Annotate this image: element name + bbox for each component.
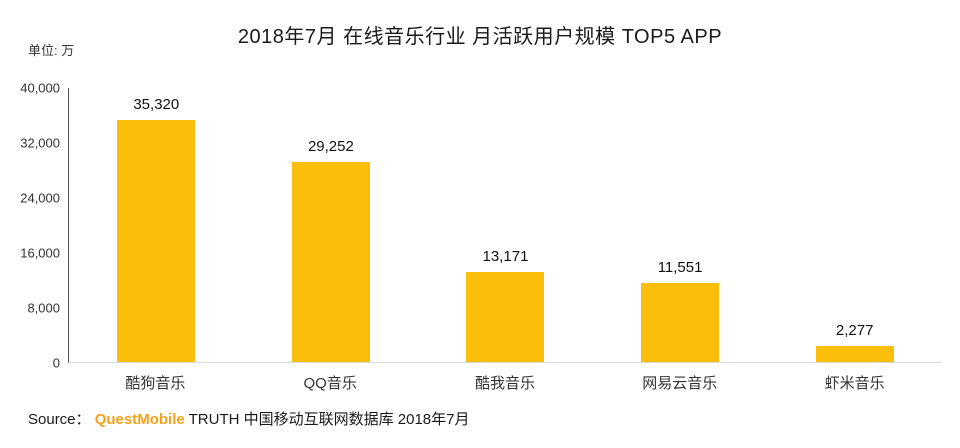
category-label: 虾米音乐 [824, 375, 885, 392]
bar-酷我音乐[interactable] [466, 271, 545, 362]
bars: 35,320 29,252 13,171 11,551 2,277 [69, 88, 942, 362]
y-tick-label: 16,000 [20, 245, 60, 261]
y-tick-label: 24,000 [20, 190, 60, 206]
bar-slot: 35,320 [69, 88, 244, 362]
bar-QQ音乐[interactable] [291, 161, 370, 362]
plot-area: 35,320 29,252 13,171 11,551 2,277 [68, 88, 942, 363]
chart-area: 0 8,000 16,000 24,000 32,000 40,000 35,320 29,… [20, 81, 942, 371]
unit-label: 单位: 万 [28, 43, 75, 58]
bar-value-label: 11,551 [657, 258, 703, 276]
bar-slot: 13,171 [418, 88, 593, 362]
bar-value-label: 35,320 [133, 96, 180, 114]
y-tick-label: 8,000 [27, 300, 60, 316]
bar-value-label: 13,171 [482, 247, 529, 265]
source-line: Source： QuestMobile TRUTH 中国移动互联网数据库 201… [28, 408, 470, 429]
source-prefix: Source： [28, 411, 91, 428]
category-label: 网易云音乐 [642, 375, 718, 392]
bar-虾米音乐[interactable] [815, 346, 894, 362]
y-tick-label: 40,000 [20, 80, 60, 96]
source-brand: QuestMobile [94, 411, 185, 428]
y-axis-ticks: 0 8,000 16,000 24,000 32,000 40,000 [20, 81, 68, 371]
x-axis: 酷狗音乐 QQ音乐 酷我音乐 网易云音乐 虾米音乐 [68, 372, 942, 393]
bar-value-label: 2,277 [835, 322, 874, 340]
bar-value-label: 29,252 [307, 137, 354, 155]
y-tick-label: 0 [52, 355, 60, 371]
category-label: QQ音乐 [303, 375, 357, 392]
chart-title: 2018年7月 在线音乐行业 月活跃用户规模 TOP5 APP [237, 26, 723, 48]
source-rest: TRUTH 中国移动互联网数据库 2018年7月 [188, 411, 470, 428]
y-tick-label: 32,000 [20, 135, 60, 151]
category-label: 酷狗音乐 [125, 375, 186, 392]
bar-酷狗音乐[interactable] [117, 120, 196, 362]
bar-网易云音乐[interactable] [641, 282, 720, 362]
bar-slot: 29,252 [244, 88, 419, 362]
category-label: 酷我音乐 [474, 375, 535, 392]
bar-slot: 2,277 [767, 88, 942, 362]
bar-slot: 11,551 [593, 88, 768, 362]
